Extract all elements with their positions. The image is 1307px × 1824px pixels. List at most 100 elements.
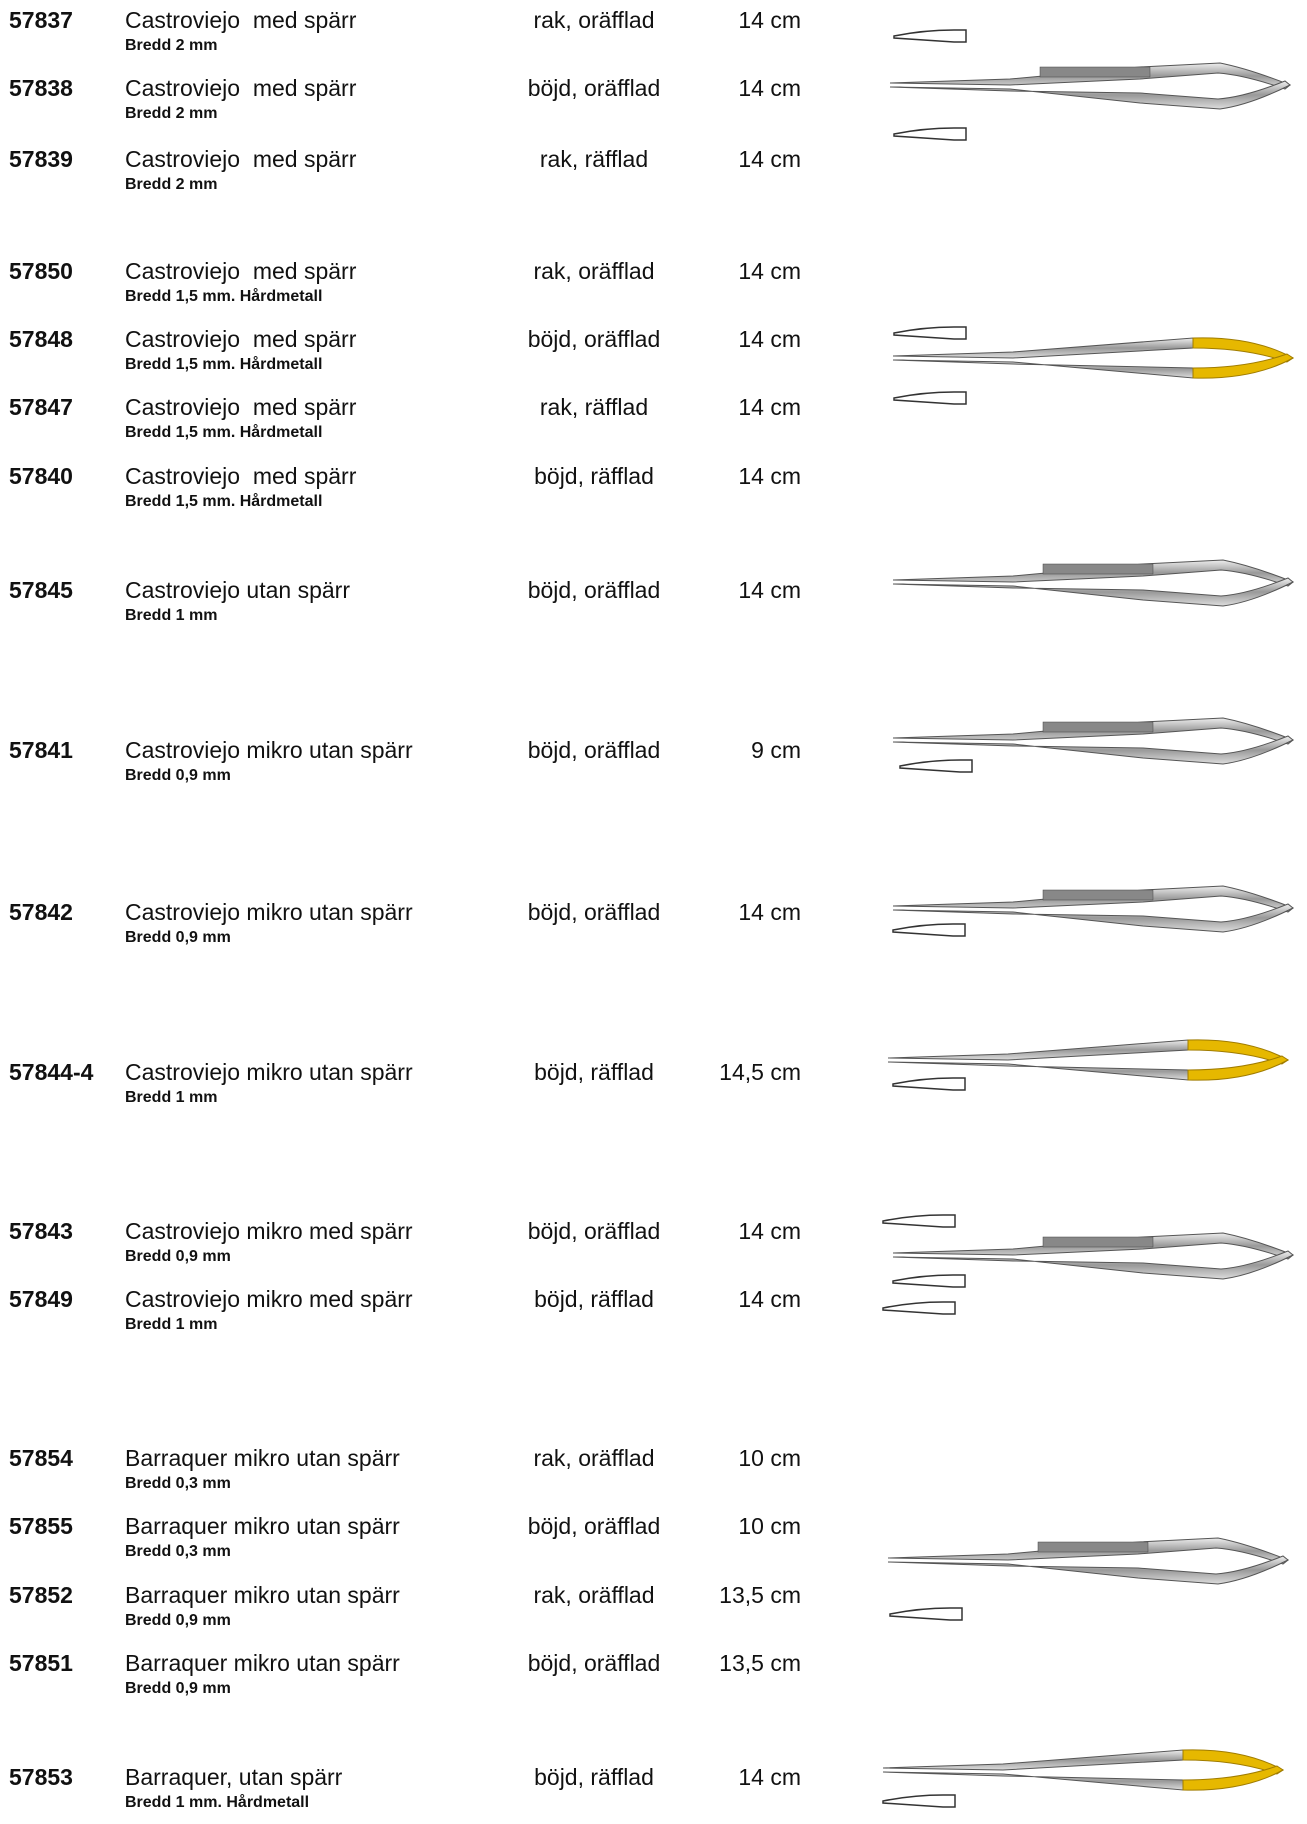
article-number: 57847	[9, 394, 73, 421]
jaw-type: rak, räfflad	[539, 145, 649, 172]
product-detail: Bredd 0,3 mm	[125, 1543, 231, 1561]
product-row: 57847 Castroviejo med spärr Bredd 1,5 mm. …	[0, 394, 870, 454]
article-number: 57855	[9, 1513, 73, 1540]
length: 14 cm	[738, 6, 801, 33]
jaw-type: böjd, oräfflad	[527, 1513, 661, 1540]
article-number: 57850	[9, 257, 73, 284]
product-row: 57841 Castroviejo mikro utan spärr Bredd 0…	[0, 737, 870, 797]
product-name: Castroviejo mikro med spärr	[125, 1286, 413, 1313]
product-detail: Bredd 0,9 mm	[125, 766, 231, 784]
product-detail: Bredd 2 mm	[125, 175, 218, 193]
length: 14 cm	[738, 898, 801, 925]
instrument	[882, 1749, 1284, 1808]
jaw-type: böjd, oräfflad	[527, 736, 661, 763]
jaw-type: rak, oräfflad	[533, 257, 655, 284]
instrument	[889, 29, 1291, 141]
length: 14 cm	[738, 145, 801, 172]
product-name: Barraquer mikro utan spärr	[125, 1513, 400, 1540]
product-name: Castroviejo med spärr	[125, 326, 357, 353]
product-name: Castroviejo med spärr	[125, 75, 357, 102]
length: 10 cm	[738, 1444, 801, 1471]
product-name: Barraquer mikro utan spärr	[125, 1581, 400, 1608]
length: 9 cm	[751, 736, 801, 763]
product-detail: Bredd 1,5 mm. Hårdmetall	[125, 287, 323, 305]
product-name: Castroviejo med spärr	[125, 462, 357, 489]
article-number: 57854	[9, 1444, 73, 1471]
article-number: 57853	[9, 1764, 73, 1791]
product-row: 57850 Castroviejo med spärr Bredd 1,5 mm. …	[0, 258, 870, 318]
product-name: Castroviejo med spärr	[125, 257, 357, 284]
instrument	[892, 717, 1294, 773]
length: 14 cm	[738, 326, 801, 353]
instrument	[887, 1039, 1289, 1091]
jaw-type: böjd, räfflad	[534, 1286, 654, 1313]
jaw-type: böjd, räfflad	[534, 462, 654, 489]
product-row: 57855 Barraquer mikro utan spärr Bredd 0,3…	[0, 1513, 870, 1573]
product-row: 57848 Castroviejo med spärr Bredd 1,5 mm. …	[0, 326, 870, 386]
product-row: 57849 Castroviejo mikro med spärr Bredd 1 …	[0, 1286, 870, 1346]
length: 14 cm	[738, 1764, 801, 1791]
product-row: 57852 Barraquer mikro utan spärr Bredd 0,9…	[0, 1582, 870, 1642]
product-detail: Bredd 1,5 mm. Hårdmetall	[125, 356, 323, 374]
instrument	[882, 1214, 1294, 1315]
article-number: 57845	[9, 577, 73, 604]
jaw-type: rak, oräfflad	[533, 1444, 655, 1471]
length: 14 cm	[738, 257, 801, 284]
length: 13,5 cm	[719, 1581, 801, 1608]
product-row: 57853 Barraquer, utan spärr Bredd 1 mm. Hå…	[0, 1764, 870, 1824]
article-number: 57838	[9, 75, 73, 102]
article-number: 57849	[9, 1286, 73, 1313]
product-row: 57851 Barraquer mikro utan spärr Bredd 0,9…	[0, 1650, 870, 1710]
length: 14 cm	[738, 75, 801, 102]
length: 14,5 cm	[719, 1058, 801, 1085]
product-name: Castroviejo mikro utan spärr	[125, 898, 413, 925]
instrument	[892, 326, 1294, 405]
jaw-type: böjd, oräfflad	[527, 1218, 661, 1245]
product-detail: Bredd 0,9 mm	[125, 1611, 231, 1629]
product-name: Barraquer mikro utan spärr	[125, 1649, 400, 1676]
instrument	[892, 885, 1294, 937]
jaw-type: böjd, räfflad	[534, 1058, 654, 1085]
length: 14 cm	[738, 462, 801, 489]
product-name: Castroviejo mikro med spärr	[125, 1218, 413, 1245]
instrument	[892, 559, 1294, 607]
jaw-type: böjd, oräfflad	[527, 75, 661, 102]
article-number: 57840	[9, 462, 73, 489]
length: 14 cm	[738, 1286, 801, 1313]
product-row: 57843 Castroviejo mikro med spärr Bredd 0,…	[0, 1218, 870, 1278]
product-detail: Bredd 0,9 mm	[125, 928, 231, 946]
article-number: 57851	[9, 1649, 73, 1676]
jaw-type: böjd, oräfflad	[527, 1649, 661, 1676]
jaw-type: böjd, oräfflad	[527, 577, 661, 604]
article-number: 57844-4	[9, 1058, 94, 1085]
product-name: Castroviejo utan spärr	[125, 577, 350, 604]
jaw-type: rak, oräfflad	[533, 1581, 655, 1608]
product-row: 57837 Castroviejo med spärr Bredd 2 mm rak,…	[0, 7, 870, 67]
jaw-type: rak, räfflad	[539, 394, 649, 421]
product-detail: Bredd 1 mm	[125, 1088, 218, 1106]
product-row: 57854 Barraquer mikro utan spärr Bredd 0,3…	[0, 1445, 870, 1505]
product-name: Castroviejo med spärr	[125, 6, 357, 33]
jaw-type: böjd, oräfflad	[527, 326, 661, 353]
product-detail: Bredd 1,5 mm. Hårdmetall	[125, 492, 323, 510]
product-detail: Bredd 1,5 mm. Hårdmetall	[125, 424, 323, 442]
product-detail: Bredd 0,9 mm	[125, 1679, 231, 1697]
article-number: 57843	[9, 1218, 73, 1245]
article-number: 57839	[9, 145, 73, 172]
product-name: Barraquer, utan spärr	[125, 1764, 343, 1791]
article-number: 57852	[9, 1581, 73, 1608]
product-name: Castroviejo med spärr	[125, 145, 357, 172]
product-detail: Bredd 1 mm	[125, 1316, 218, 1334]
article-number: 57848	[9, 326, 73, 353]
article-number: 57842	[9, 898, 73, 925]
product-row: 57845 Castroviejo utan spärr Bredd 1 mm böj…	[0, 577, 870, 637]
product-row: 57840 Castroviejo med spärr Bredd 1,5 mm. …	[0, 463, 870, 523]
product-detail: Bredd 1 mm. Hårdmetall	[125, 1794, 310, 1812]
product-row: 57844-4 Castroviejo mikro utan spärr Bredd…	[0, 1059, 870, 1119]
product-detail: Bredd 2 mm	[125, 105, 218, 123]
product-row: 57838 Castroviejo med spärr Bredd 2 mm böjd…	[0, 75, 870, 135]
length: 14 cm	[738, 577, 801, 604]
article-number: 57837	[9, 6, 73, 33]
product-row: 57842 Castroviejo mikro utan spärr Bredd 0…	[0, 899, 870, 959]
